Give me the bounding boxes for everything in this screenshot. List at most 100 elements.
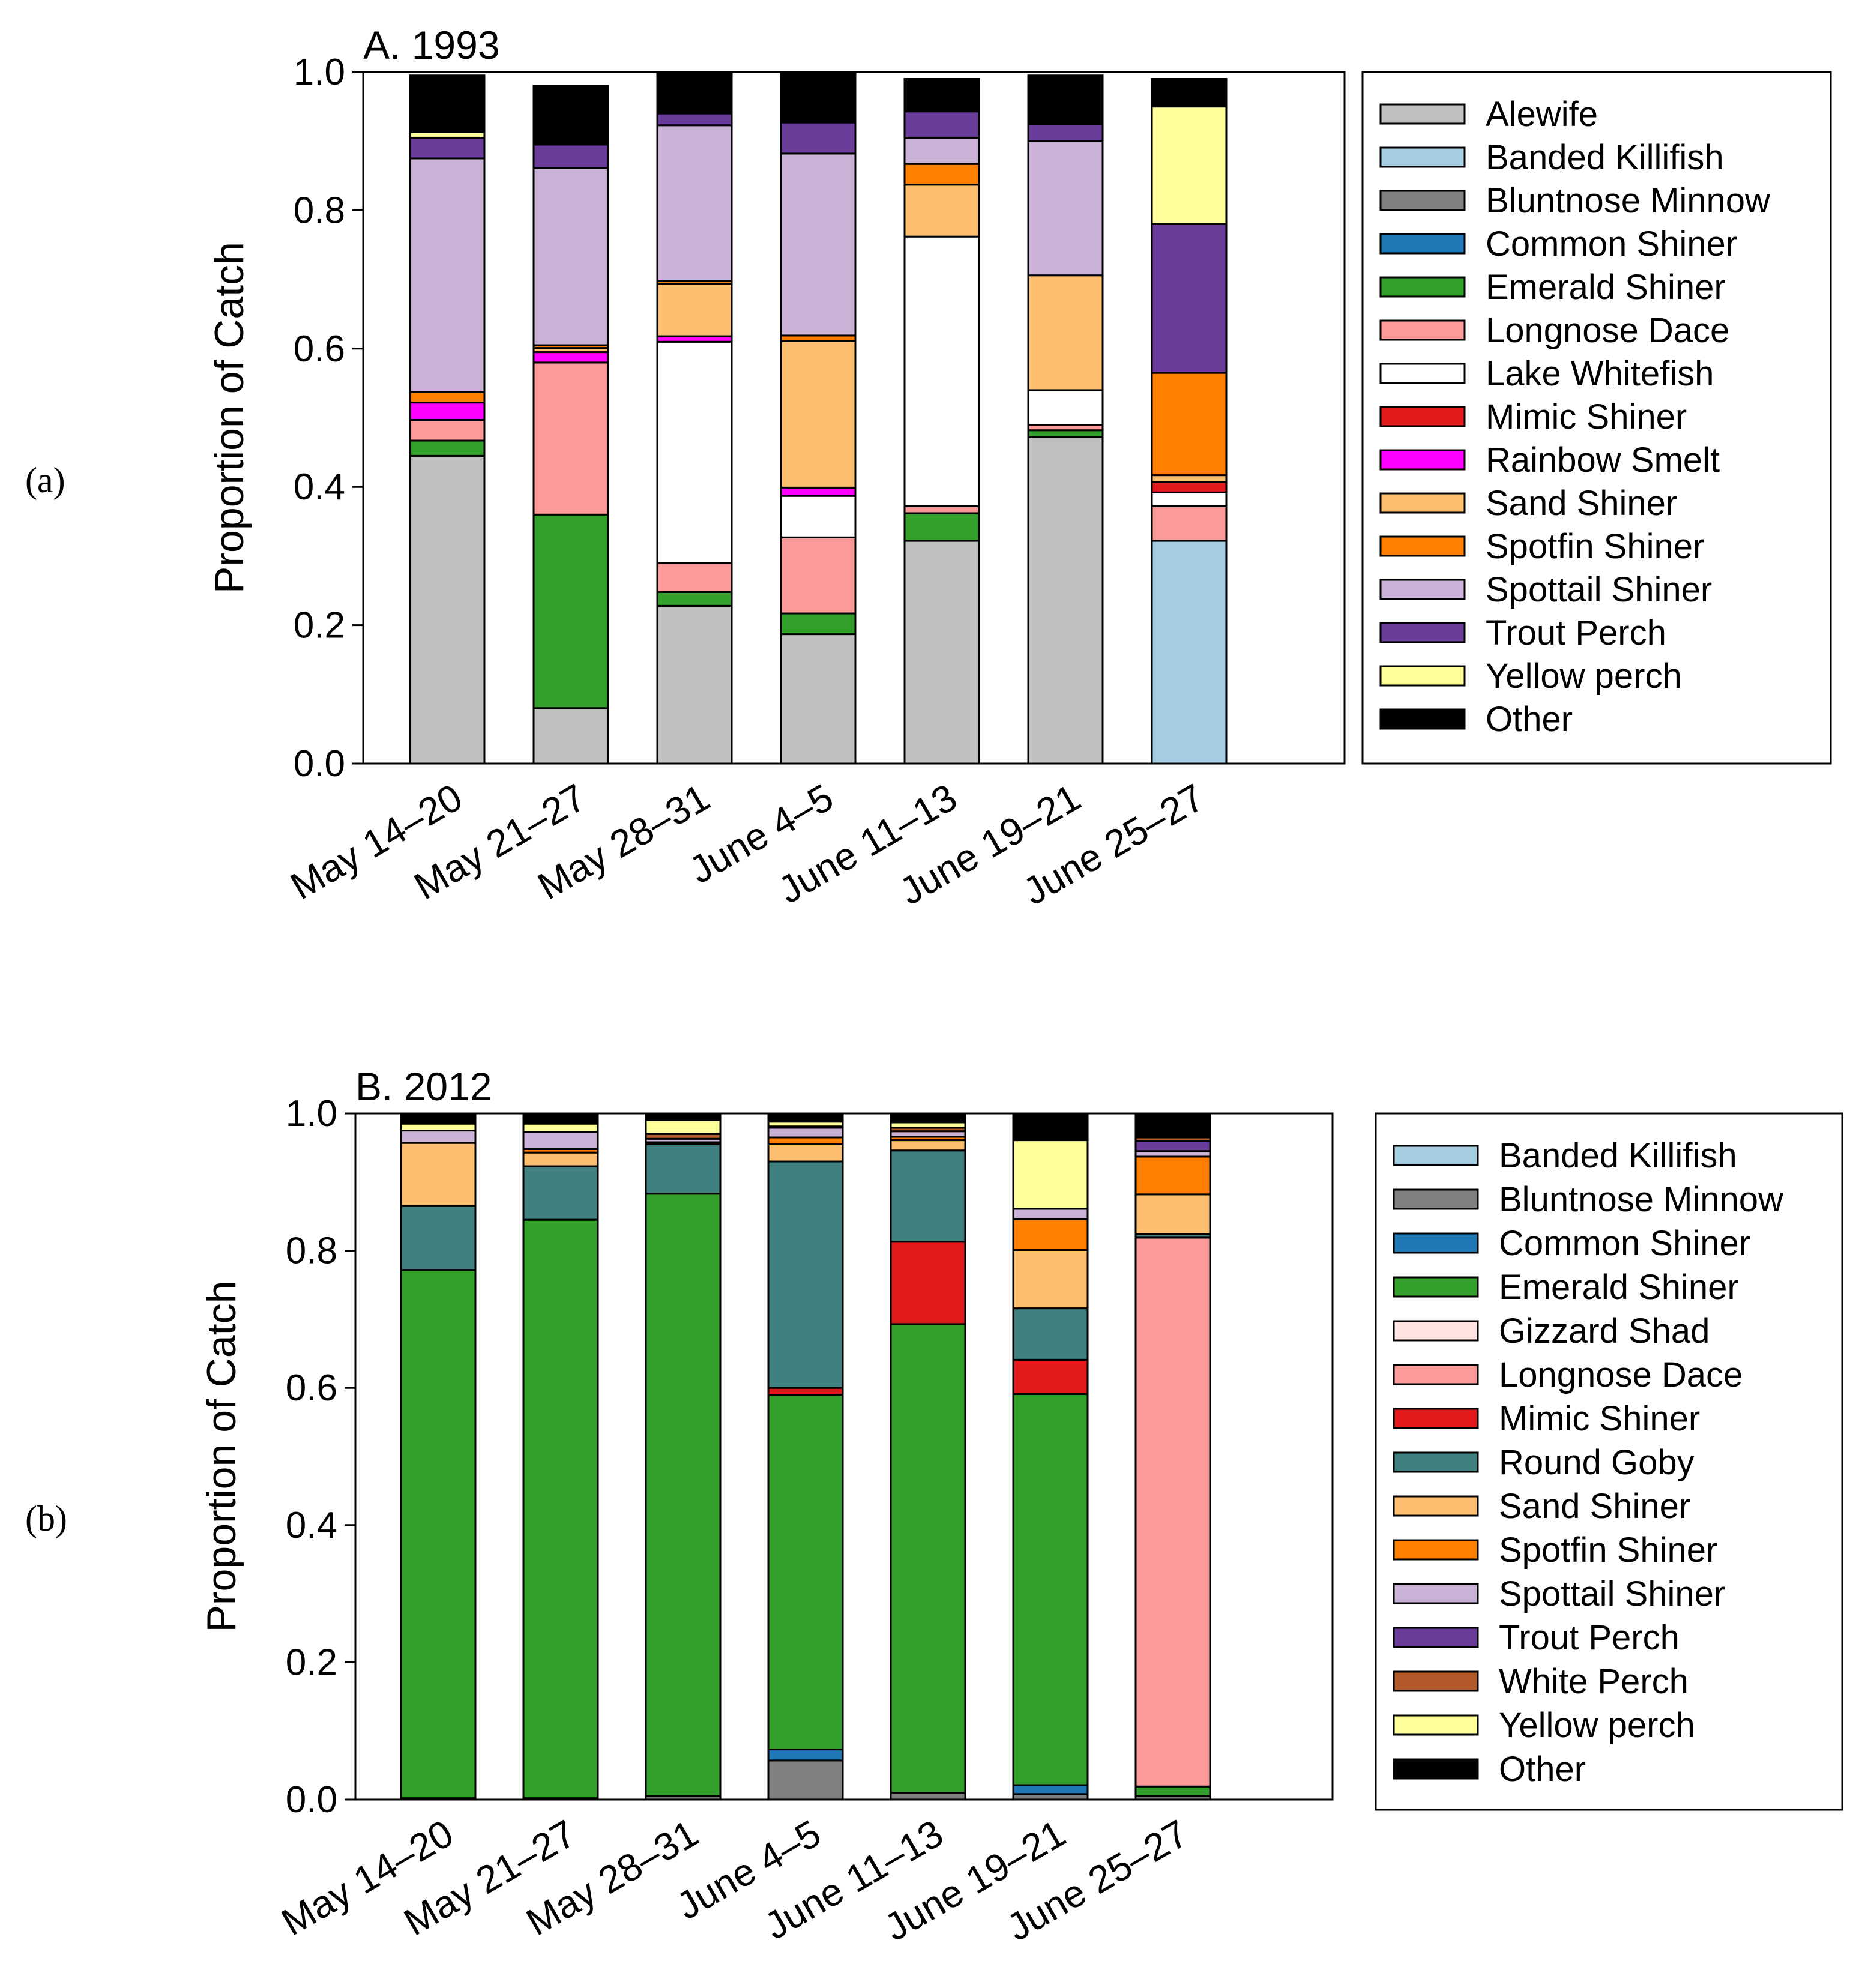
bar-segment-emerald-shiner bbox=[400, 1269, 477, 1800]
panel-label-a: (a) bbox=[25, 460, 65, 500]
bar-segment-alewife bbox=[780, 633, 857, 765]
bar-segment-round-goby bbox=[1012, 1307, 1089, 1361]
bar-segment-spotfin-shiner bbox=[1134, 1155, 1211, 1196]
bar-segment-common-shiner bbox=[767, 1749, 844, 1762]
legend-swatch-alewife bbox=[1379, 103, 1466, 125]
legend-swatch-longnose-dace bbox=[1393, 1364, 1479, 1385]
legend-swatch-mimic-shiner bbox=[1379, 406, 1466, 427]
bar-segment-trout-perch bbox=[656, 112, 733, 127]
legend-label-longnose-dace: Longnose Dace bbox=[1499, 1355, 1743, 1394]
bar-segment-emerald-shiner bbox=[1134, 1785, 1211, 1797]
y-tick-label-b: 1.0 bbox=[286, 1093, 337, 1134]
bar-segment-spottail-shiner bbox=[780, 152, 857, 337]
bar-segment-sand-shiner bbox=[780, 340, 857, 489]
legend-label-emerald-shiner: Emerald Shiner bbox=[1499, 1268, 1739, 1307]
bar-segment-yellow-perch bbox=[1151, 106, 1228, 225]
legend-swatch-mimic-shiner bbox=[1393, 1408, 1479, 1429]
legend-swatch-round-goby bbox=[1393, 1451, 1479, 1473]
legend-label-sand-shiner: Sand Shiner bbox=[1499, 1487, 1690, 1526]
y-tick-label-a: 0.6 bbox=[294, 328, 345, 370]
bar-segment-yellow-perch bbox=[522, 1122, 599, 1133]
bar-segment-emerald-shiner bbox=[409, 439, 486, 457]
bar-segment-other bbox=[1134, 1112, 1211, 1139]
bar-segment-emerald-shiner bbox=[1027, 429, 1104, 438]
y-tick-label-a: 1.0 bbox=[294, 52, 345, 93]
legend-label-emerald-shiner: Emerald Shiner bbox=[1486, 268, 1726, 307]
bar-segment-other bbox=[780, 71, 857, 124]
legend-label-mimic-shiner: Mimic Shiner bbox=[1486, 397, 1687, 436]
legend-swatch-sand-shiner bbox=[1393, 1495, 1479, 1517]
legend-swatch-yellow-perch bbox=[1393, 1714, 1479, 1736]
legend-swatch-white-perch bbox=[1393, 1670, 1479, 1692]
bar-segment-alewife bbox=[1027, 436, 1104, 765]
bar-segment-other bbox=[522, 1112, 599, 1125]
legend-swatch-trout-perch bbox=[1379, 622, 1466, 643]
y-tick-label-a: 0.0 bbox=[294, 743, 345, 785]
legend-swatch-yellow-perch bbox=[1379, 665, 1466, 687]
legend-label-alewife: Alewife bbox=[1486, 95, 1598, 134]
y-tick-label-b: 0.4 bbox=[286, 1505, 337, 1546]
panel-label-b: (b) bbox=[25, 1499, 67, 1538]
bar-segment-mimic-shiner bbox=[1012, 1358, 1089, 1395]
bar-segment-other bbox=[1027, 74, 1104, 125]
bar-segment-trout-perch bbox=[1134, 1140, 1211, 1152]
bar-segment-mimic-shiner bbox=[767, 1387, 844, 1396]
legend-label-other: Other bbox=[1486, 700, 1573, 739]
y-tick-label-b: 0.8 bbox=[286, 1230, 337, 1272]
legend-label-bluntnose-minnow: Bluntnose Minnow bbox=[1486, 181, 1771, 220]
bar-segment-yellow-perch bbox=[1012, 1139, 1089, 1210]
bar-segment-rainbow-smelt bbox=[780, 486, 857, 497]
bar-segment-lake-whitefish bbox=[903, 235, 980, 507]
bar-segment-longnose-dace bbox=[1134, 1236, 1211, 1788]
legend-swatch-other bbox=[1393, 1758, 1479, 1780]
bar-segment-trout-perch bbox=[532, 143, 609, 169]
legend-swatch-bluntnose-minnow bbox=[1393, 1188, 1479, 1210]
bar-segment-lake-whitefish bbox=[1151, 491, 1228, 507]
bar-segment-other bbox=[903, 78, 980, 113]
bar-segment-spotfin-shiner bbox=[1012, 1218, 1089, 1251]
bar-segment-sand-shiner bbox=[1151, 474, 1228, 483]
bar-segment-bluntnose-minnow bbox=[767, 1759, 844, 1801]
chart-title-b: B. 2012 bbox=[355, 1064, 492, 1109]
bar-segment-sand-shiner bbox=[400, 1142, 477, 1207]
legend-label-spottail-shiner: Spottail Shiner bbox=[1486, 570, 1712, 609]
legend-swatch-spotfin-shiner bbox=[1379, 535, 1466, 557]
legend-swatch-bluntnose-minnow bbox=[1379, 190, 1466, 211]
y-tick-label-b: 0.2 bbox=[286, 1642, 337, 1683]
y-tick-label-a: 0.8 bbox=[294, 190, 345, 231]
bar-segment-other bbox=[656, 71, 733, 115]
bar-segment-rainbow-smelt bbox=[532, 351, 609, 364]
bar-segment-longnose-dace bbox=[903, 505, 980, 514]
bar-segment-longnose-dace bbox=[532, 361, 609, 516]
legend-swatch-gizzard-shad bbox=[1393, 1320, 1479, 1342]
chart-2012: B. 2012 Proportion of Catch 0.0 0.2 0.4 0.6 0.… bbox=[199, 1064, 1843, 1949]
plot-frame-b bbox=[354, 1112, 1334, 1801]
legend-label-spottail-shiner: Spottail Shiner bbox=[1499, 1574, 1725, 1613]
legend-label-round-goby: Round Goby bbox=[1499, 1443, 1695, 1482]
bar-segment-spotfin-shiner bbox=[409, 391, 486, 404]
bar-segment-round-goby bbox=[522, 1165, 599, 1221]
legend-swatch-emerald-shiner bbox=[1393, 1276, 1479, 1298]
bar-segment-round-goby bbox=[400, 1205, 477, 1271]
legend-swatch-spottail-shiner bbox=[1379, 579, 1466, 600]
y-tick-label-b: 0.0 bbox=[286, 1779, 337, 1821]
legend-label-banded-killifish: Banded Killifish bbox=[1486, 138, 1724, 177]
legend-label-mimic-shiner: Mimic Shiner bbox=[1499, 1399, 1700, 1438]
legend-swatch-lake-whitefish bbox=[1379, 363, 1466, 384]
legend-swatch-sand-shiner bbox=[1379, 492, 1466, 514]
bar-segment-other bbox=[1151, 78, 1228, 108]
legend-label-white-perch: White Perch bbox=[1499, 1662, 1689, 1701]
legend-label-other: Other bbox=[1499, 1750, 1586, 1789]
bar-segment-trout-perch bbox=[903, 110, 980, 139]
bar-segment-round-goby bbox=[890, 1149, 966, 1243]
bar-segment-longnose-dace bbox=[1151, 505, 1228, 542]
legend-label-lake-whitefish: Lake Whitefish bbox=[1486, 354, 1714, 393]
bar-segment-mimic-shiner bbox=[1151, 481, 1228, 493]
bar-segment-spotfin-shiner bbox=[1151, 372, 1228, 477]
legend-label-sand-shiner: Sand Shiner bbox=[1486, 484, 1677, 523]
y-tick-label-a: 0.2 bbox=[294, 605, 345, 646]
bar-segment-sand-shiner bbox=[903, 184, 980, 238]
bar-segment-spottail-shiner bbox=[903, 136, 980, 165]
bar-segment-trout-perch bbox=[1027, 122, 1104, 142]
bar-segment-emerald-shiner bbox=[522, 1218, 599, 1800]
